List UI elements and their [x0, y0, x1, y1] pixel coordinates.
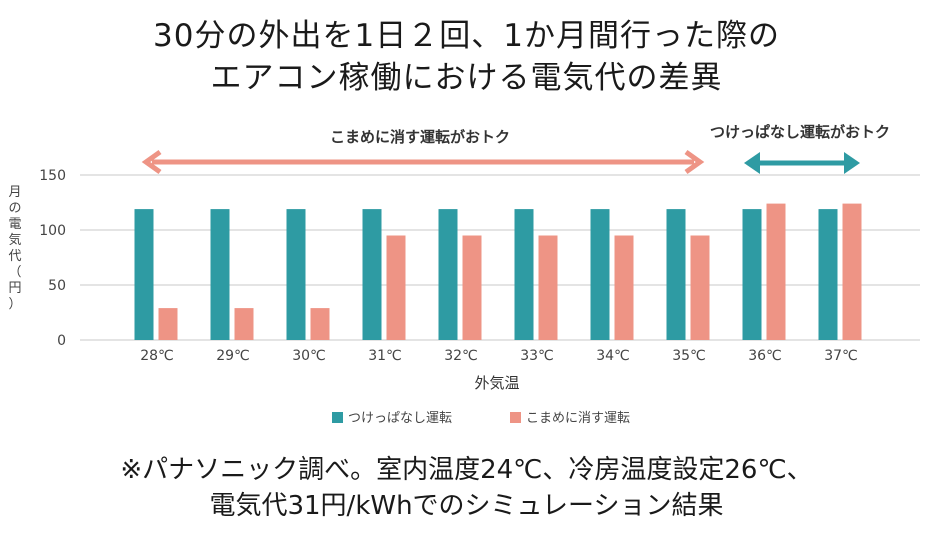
bar-series2: [690, 235, 710, 340]
bar-series2: [538, 235, 558, 340]
bar-series1: [514, 209, 534, 340]
bar-series2: [234, 308, 254, 340]
bar-series1: [818, 209, 838, 340]
x-axis-label: 外気温: [474, 374, 519, 392]
bar-series2: [158, 308, 178, 340]
x-tick-label: 30℃: [292, 348, 326, 364]
x-tick-label: 31℃: [368, 348, 402, 364]
bar-chart: 0 50 100 150 28℃ 29℃ 30℃ 31℃ 32℃ 33℃ 34℃ 35℃ 36℃ 37℃…: [8, 123, 920, 426]
bar-series2: [462, 235, 482, 340]
range-label-right: つけっぱなし運転がおトク: [710, 123, 890, 141]
footnote-line-2: 電気代31円/kWhでのシミュレーション結果: [209, 491, 724, 521]
y-tick-label: 50: [48, 278, 66, 294]
legend: つけっぱなし運転 こまめに消す運転: [332, 411, 630, 426]
y-tick-label: 100: [39, 223, 66, 239]
y-tick-label: 150: [39, 168, 66, 184]
range-label-left: こまめに消す運転がおトク: [330, 128, 510, 146]
x-tick-label: 37℃: [824, 348, 858, 364]
x-tick-label: 34℃: [596, 348, 630, 364]
chart-title-line-1: 30分の外出を1日２回、1か月間行った際の: [153, 18, 780, 54]
y-axis-label: 月の電気代（円）: [8, 185, 21, 312]
bar-series1: [438, 209, 458, 340]
x-tick-label: 35℃: [672, 348, 706, 364]
bar-series1: [134, 209, 154, 340]
legend-swatch-series2: [510, 412, 521, 423]
bar-series1: [590, 209, 610, 340]
range-arrow-right: [744, 152, 860, 174]
bar-series1: [742, 209, 762, 340]
bar-series1: [286, 209, 306, 340]
x-tick-label: 33℃: [520, 348, 554, 364]
x-tick-label: 32℃: [444, 348, 478, 364]
bar-series2: [766, 203, 786, 340]
range-arrow-left: [141, 149, 705, 175]
x-tick-label: 36℃: [748, 348, 782, 364]
bar-series2: [310, 308, 330, 340]
legend-label-series2: こまめに消す運転: [526, 411, 630, 426]
legend-label-series1: つけっぱなし運転: [348, 411, 452, 426]
chart-title-line-2: エアコン稼働における電気代の差異: [210, 60, 723, 96]
bar-series1: [362, 209, 382, 340]
bar-series2: [386, 235, 406, 340]
x-tick-label: 28℃: [140, 348, 174, 364]
bar-series1: [210, 209, 230, 340]
footnote-line-1: ※パナソニック調べ。室内温度24℃、冷房温度設定26℃、: [120, 455, 813, 485]
bar-series1: [666, 209, 686, 340]
x-tick-label: 29℃: [216, 348, 250, 364]
legend-swatch-series1: [332, 412, 343, 423]
bar-series2: [842, 203, 862, 340]
y-tick-label: 0: [57, 333, 66, 349]
bar-series2: [614, 235, 634, 340]
